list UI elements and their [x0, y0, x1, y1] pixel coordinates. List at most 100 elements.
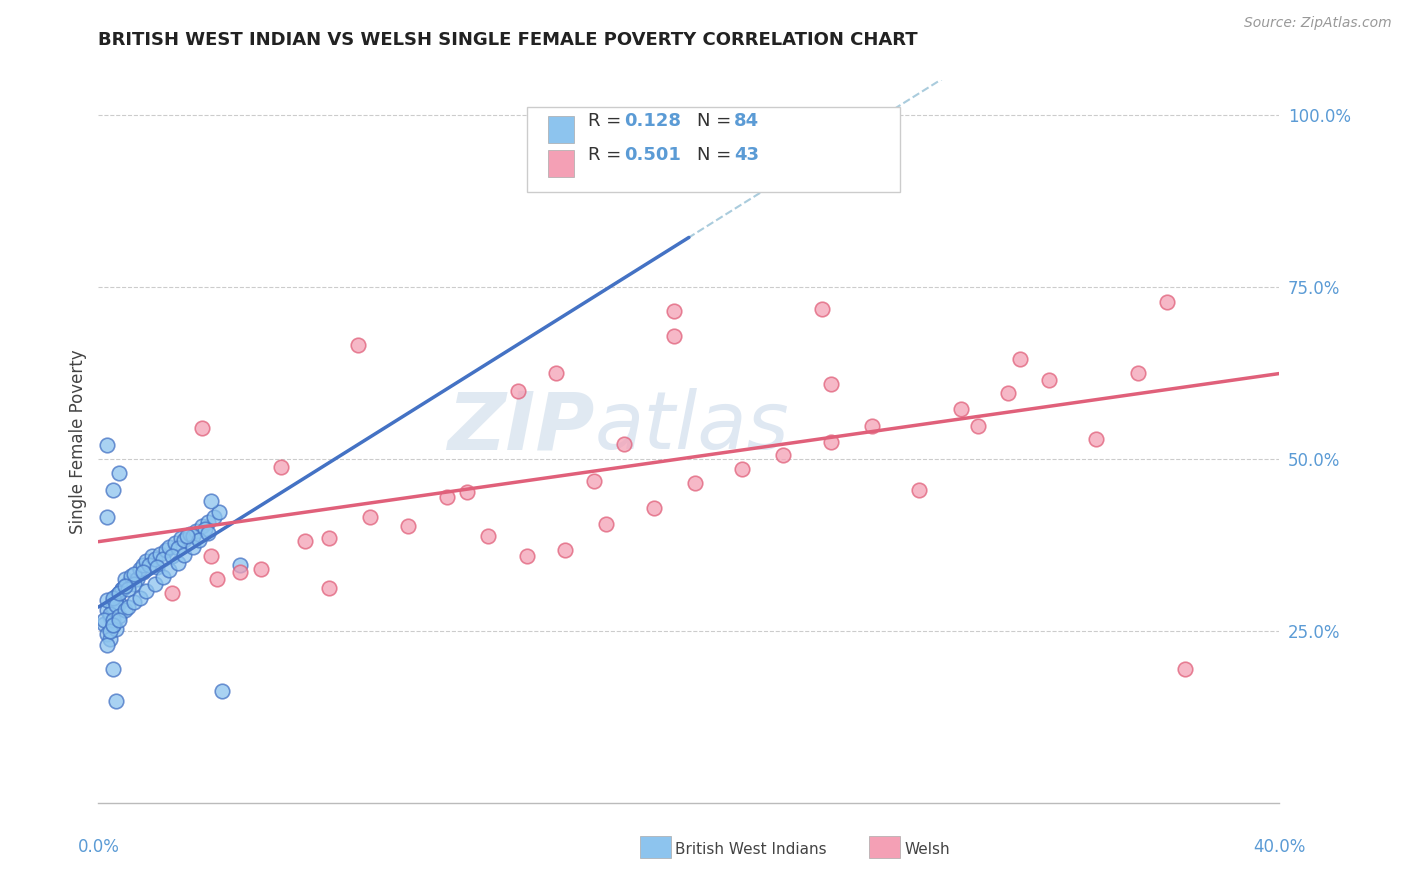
Point — [664, 303, 686, 318]
Point — [111, 582, 134, 597]
Point — [143, 551, 166, 566]
Point — [595, 517, 617, 532]
Text: 0.128: 0.128 — [624, 112, 682, 129]
Point — [1008, 351, 1031, 366]
Point — [179, 527, 201, 541]
Text: 43: 43 — [734, 145, 759, 163]
Point — [347, 338, 370, 352]
Text: atlas: atlas — [595, 388, 789, 467]
Point — [114, 572, 136, 586]
Point — [96, 638, 118, 652]
Point — [98, 607, 121, 621]
Point — [176, 529, 198, 543]
Point — [731, 462, 754, 476]
Point — [105, 590, 128, 604]
Point — [103, 599, 125, 614]
Point — [197, 526, 219, 541]
Point — [103, 614, 125, 628]
Text: 0.501: 0.501 — [624, 145, 681, 163]
Point — [103, 618, 125, 632]
Text: British West Indians: British West Indians — [675, 842, 827, 856]
Point — [516, 549, 538, 564]
Text: N =: N = — [697, 112, 737, 129]
Point — [173, 548, 195, 562]
Point — [105, 596, 128, 610]
Point — [138, 558, 160, 573]
Point — [173, 533, 195, 547]
Point — [191, 421, 214, 435]
Point — [250, 562, 273, 576]
Point — [181, 540, 204, 554]
Point — [860, 418, 883, 433]
Text: Source: ZipAtlas.com: Source: ZipAtlas.com — [1244, 16, 1392, 29]
Point — [157, 540, 180, 554]
Point — [506, 384, 529, 399]
Point — [318, 531, 340, 545]
Point — [820, 434, 842, 449]
Text: 84: 84 — [734, 112, 759, 129]
Point — [105, 598, 128, 612]
Point — [114, 579, 136, 593]
Point — [211, 684, 233, 698]
Point — [181, 529, 204, 543]
Point — [810, 301, 832, 316]
Point — [103, 592, 125, 607]
Point — [122, 577, 145, 591]
Point — [202, 510, 225, 524]
Point — [152, 570, 174, 584]
Point — [108, 466, 131, 480]
Point — [294, 534, 316, 549]
Point — [96, 627, 118, 641]
Point — [820, 377, 842, 392]
Point — [170, 531, 193, 545]
Point — [184, 524, 207, 538]
Point — [949, 402, 972, 417]
Point — [167, 541, 190, 556]
Point — [122, 595, 145, 609]
Point — [96, 438, 118, 452]
Point — [122, 567, 145, 582]
Text: Welsh: Welsh — [904, 842, 949, 856]
Point — [229, 558, 252, 573]
Point — [117, 599, 139, 614]
Point — [103, 618, 125, 632]
Point — [103, 662, 125, 676]
Point — [200, 494, 222, 508]
Point — [108, 586, 131, 600]
Point — [197, 515, 219, 529]
Point — [108, 586, 131, 600]
Point — [125, 572, 148, 586]
Point — [157, 563, 180, 577]
Point — [270, 460, 292, 475]
Point — [98, 632, 121, 646]
Point — [105, 623, 128, 637]
Point — [967, 418, 990, 433]
Point — [117, 575, 139, 590]
Point — [683, 475, 706, 490]
Point — [105, 694, 128, 708]
Point — [155, 542, 177, 557]
Point — [1174, 662, 1197, 676]
Text: R =: R = — [588, 112, 627, 129]
Point — [114, 579, 136, 593]
Point — [141, 549, 163, 564]
Point — [143, 577, 166, 591]
Point — [554, 542, 576, 557]
Point — [194, 522, 217, 536]
Point — [1038, 373, 1060, 387]
Point — [191, 519, 214, 533]
Point — [98, 624, 121, 638]
Point — [772, 448, 794, 462]
Point — [436, 490, 458, 504]
Point — [132, 566, 155, 580]
Text: 40.0%: 40.0% — [1253, 838, 1306, 855]
Point — [205, 572, 228, 586]
Point — [96, 592, 118, 607]
Point — [132, 558, 155, 573]
Point — [187, 533, 209, 547]
Point — [359, 510, 381, 524]
Point — [103, 591, 125, 605]
Point — [135, 583, 157, 598]
Point — [146, 560, 169, 574]
Text: N =: N = — [697, 145, 737, 163]
